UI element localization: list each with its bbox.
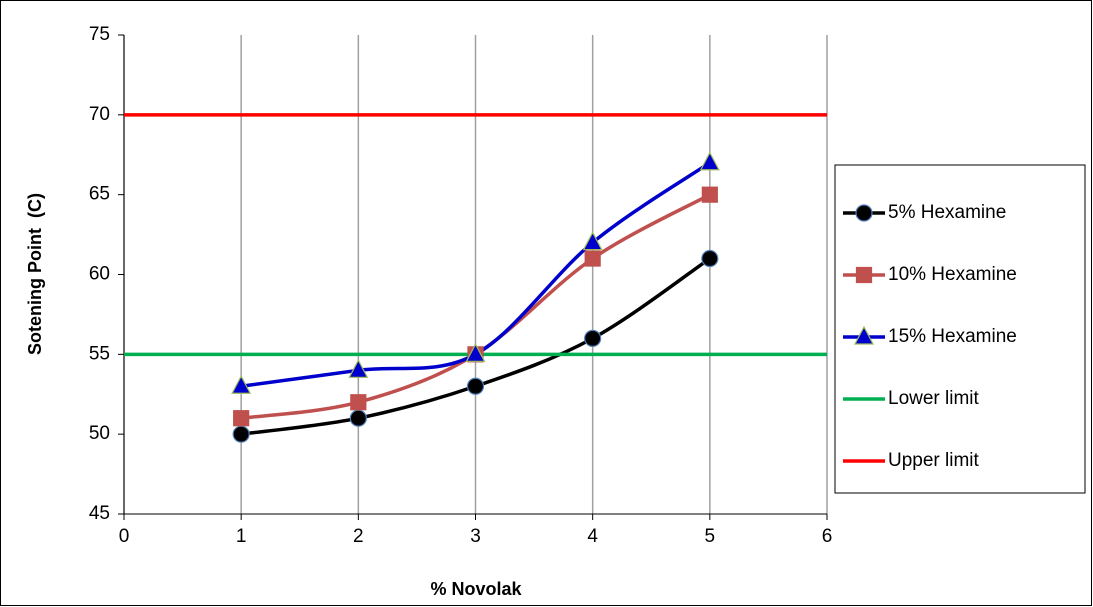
x-tick-label: 5 — [705, 526, 716, 547]
y-axis-label: Sotening Point (C) — [25, 193, 45, 355]
marker — [701, 186, 718, 203]
legend-label: Lower limit — [888, 388, 980, 409]
x-tick-label: 2 — [353, 526, 364, 547]
marker — [232, 425, 250, 443]
legend-label: Upper limit — [888, 450, 980, 471]
marker — [855, 204, 873, 222]
marker — [701, 249, 719, 268]
legend-box — [834, 164, 1086, 494]
legend-label: 10% Hexamine — [888, 264, 1017, 285]
y-tick-label: 50 — [89, 423, 110, 444]
y-tick-label: 75 — [89, 24, 110, 45]
x-tick-label: 0 — [119, 526, 130, 547]
marker — [350, 394, 367, 411]
marker — [855, 266, 873, 284]
marker — [584, 250, 601, 267]
y-tick-label: 45 — [89, 503, 110, 524]
x-tick-label: 4 — [587, 526, 598, 547]
marker — [231, 374, 252, 394]
y-tick-label: 55 — [89, 343, 110, 364]
y-tick-label: 60 — [89, 264, 110, 285]
marker — [349, 409, 367, 427]
marker — [699, 151, 720, 171]
x-tick-label: 3 — [470, 526, 481, 547]
marker — [233, 410, 250, 427]
legend-label: 5% Hexamine — [888, 202, 1006, 223]
x-tick-label: 1 — [236, 526, 247, 547]
marker — [465, 343, 486, 362]
legend-label: 15% Hexamine — [888, 326, 1017, 347]
marker — [582, 231, 603, 251]
marker — [348, 359, 369, 378]
marker — [466, 377, 485, 395]
x-axis-label: % Novolak — [430, 579, 522, 599]
x-tick-label: 6 — [822, 526, 833, 547]
y-tick-label: 70 — [89, 104, 110, 125]
marker — [584, 329, 602, 347]
marker — [854, 325, 874, 345]
y-tick-label: 65 — [89, 184, 110, 205]
